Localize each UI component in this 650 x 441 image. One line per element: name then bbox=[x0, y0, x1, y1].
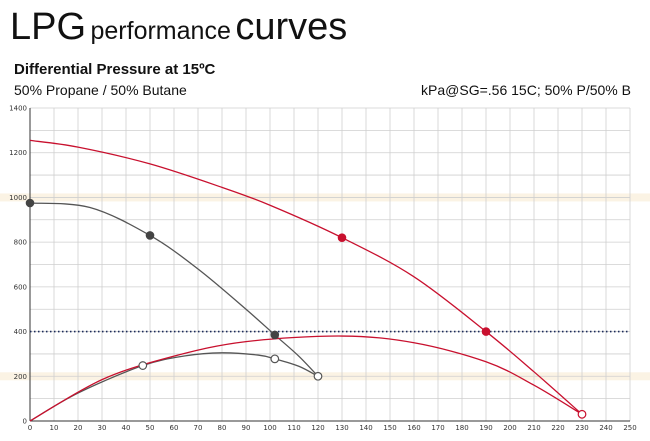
x-tick-label: 160 bbox=[407, 424, 420, 432]
data-point-open bbox=[313, 371, 323, 381]
y-tick-label: 400 bbox=[14, 328, 27, 336]
chart-grid bbox=[0, 107, 650, 422]
chart-ticks: 0 10 20 30 40 50 60 70 80 90 100 110 120 130 140 150 160… bbox=[9, 105, 637, 433]
x-tick-label: 200 bbox=[503, 424, 516, 432]
y-tick-label: 1000 bbox=[9, 194, 27, 202]
chart-subtitle: Differential Pressure at 15ºC bbox=[14, 61, 216, 78]
x-tick-label: 210 bbox=[527, 424, 540, 432]
page-title: LPG performance curves bbox=[10, 8, 347, 46]
title-lpg: LPG bbox=[10, 6, 87, 48]
x-tick-label: 80 bbox=[218, 424, 227, 432]
series-line-2 bbox=[29, 202, 319, 377]
series-line-1 bbox=[29, 139, 583, 415]
y-tick-label: 600 bbox=[14, 283, 27, 291]
x-tick-label: 180 bbox=[455, 424, 468, 432]
data-point bbox=[337, 233, 347, 242]
series-line-4 bbox=[29, 335, 583, 422]
x-tick-label: 130 bbox=[335, 424, 348, 432]
mixture-label: 50% Propane / 50% Butane bbox=[14, 82, 187, 98]
x-tick-label: 90 bbox=[242, 424, 251, 432]
x-tick-label: 10 bbox=[50, 424, 59, 432]
data-point bbox=[481, 327, 491, 336]
data-point-open bbox=[577, 409, 587, 419]
x-tick-label: 0 bbox=[28, 424, 32, 432]
x-tick-label: 250 bbox=[623, 424, 636, 432]
chart-axes bbox=[29, 108, 630, 422]
x-tick-label: 110 bbox=[287, 424, 300, 432]
x-tick-label: 120 bbox=[311, 424, 324, 432]
x-tick-label: 30 bbox=[98, 424, 107, 432]
x-tick-label: 70 bbox=[194, 424, 203, 432]
x-tick-label: 220 bbox=[551, 424, 564, 432]
chart-series bbox=[25, 139, 587, 422]
data-point bbox=[145, 231, 155, 240]
series-line-3 bbox=[29, 352, 319, 422]
y-tick-label: 1200 bbox=[9, 149, 27, 157]
x-tick-label: 50 bbox=[146, 424, 155, 432]
y-tick-label: 1400 bbox=[9, 105, 27, 113]
data-point bbox=[25, 198, 35, 208]
data-point-open bbox=[270, 354, 280, 364]
title-curves: curves bbox=[235, 6, 348, 48]
x-tick-label: 190 bbox=[479, 424, 492, 432]
title-performance: performance bbox=[90, 17, 231, 45]
x-tick-label: 230 bbox=[575, 424, 588, 432]
conditions-note: kPa@SG=.56 15C; 50% P/50% B bbox=[421, 82, 631, 98]
x-tick-label: 170 bbox=[431, 424, 444, 432]
y-tick-label: 800 bbox=[14, 239, 27, 247]
data-point-open bbox=[138, 361, 148, 370]
data-point bbox=[270, 330, 280, 340]
y-tick-label: 200 bbox=[14, 373, 27, 381]
x-tick-label: 140 bbox=[359, 424, 372, 432]
x-tick-label: 150 bbox=[383, 424, 396, 432]
y-tick-label: 0 bbox=[23, 418, 27, 426]
x-tick-label: 40 bbox=[122, 424, 131, 432]
x-tick-label: 240 bbox=[599, 424, 612, 432]
x-tick-label: 60 bbox=[170, 424, 179, 432]
x-tick-label: 20 bbox=[74, 424, 83, 432]
x-tick-label: 100 bbox=[263, 424, 276, 432]
